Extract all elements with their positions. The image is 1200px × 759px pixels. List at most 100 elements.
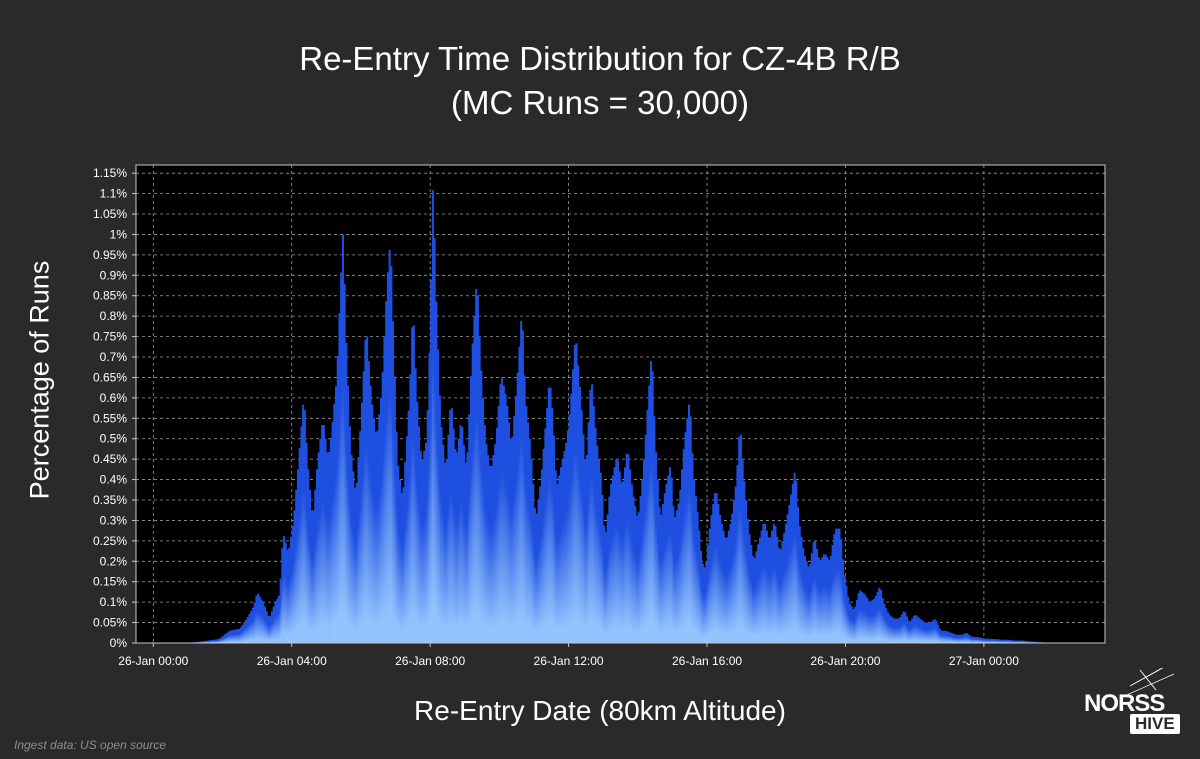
histogram-bar [944, 630, 947, 643]
histogram-bar [617, 460, 620, 643]
y-tick-label: 0.4% [100, 473, 128, 487]
histogram-bar [978, 637, 981, 643]
histogram-bar [265, 611, 268, 643]
histogram-bar [881, 598, 884, 643]
histogram-bar [359, 431, 362, 643]
histogram-bar [909, 621, 912, 643]
histogram-bar [506, 406, 509, 643]
histogram-bar [900, 614, 903, 643]
plot-frame [135, 164, 1106, 644]
histogram-bar [416, 401, 419, 643]
histogram-bar [623, 467, 626, 643]
histogram-bar [656, 479, 659, 643]
histogram-bar [625, 453, 628, 643]
histogram-bar [613, 467, 616, 643]
histogram-bar [764, 523, 767, 643]
histogram-bar [712, 504, 715, 643]
histogram-bar [210, 640, 213, 643]
y-tick-label: 0.6% [100, 391, 128, 405]
histogram-bar [540, 469, 543, 643]
histogram-bar [290, 536, 293, 643]
histogram-bar [452, 428, 455, 643]
x-ticks: 26-Jan 00:00 26-Jan 04:00 26-Jan 08:00 26-J… [118, 643, 1019, 668]
histogram-bar [405, 436, 408, 643]
histogram-bar [1023, 640, 1026, 643]
histogram-bar [925, 622, 928, 643]
histogram-bar [776, 536, 779, 643]
histogram-bar [326, 452, 329, 643]
y-tick-label: 0.35% [93, 493, 127, 507]
histogram-bar [648, 385, 651, 643]
histogram-bar [279, 578, 282, 643]
histogram-bar [1015, 640, 1018, 643]
histogram-bar [578, 386, 582, 643]
histogram-bar [402, 487, 405, 643]
histogram-bar [385, 301, 388, 643]
histogram-bar [437, 349, 440, 643]
histogram-bar [919, 619, 922, 643]
histogram-bar [220, 636, 223, 643]
histogram-bar [715, 493, 718, 643]
histogram-bar [1006, 639, 1009, 643]
histogram-bar [196, 641, 199, 643]
histogram-bar [1009, 640, 1012, 643]
y-tick-label: 0.5% [100, 432, 128, 446]
histogram-bar [738, 436, 741, 643]
histogram-bar [264, 606, 267, 643]
histogram-bar [767, 537, 770, 643]
histogram-bar [480, 370, 483, 643]
histogram-bar [409, 374, 412, 643]
histogram-bar [644, 434, 647, 643]
histogram-bar [482, 397, 485, 643]
histogram-bar [931, 620, 934, 643]
histogram-bar [938, 628, 941, 643]
histogram-bar [341, 234, 344, 644]
histogram-bar [662, 504, 665, 643]
histogram-bar [777, 547, 780, 643]
histogram-bar [490, 465, 493, 643]
x-tick-label: 26-Jan 08:00 [395, 654, 465, 668]
histogram-bar [603, 525, 606, 643]
histogram-bar [501, 377, 504, 643]
histogram-bar [312, 510, 315, 643]
histogram-bar [878, 587, 881, 643]
histogram-bar [307, 469, 310, 643]
histogram-bar [841, 559, 845, 643]
histogram-bar [456, 452, 459, 643]
histogram-bar [642, 459, 646, 643]
histogram-bar [485, 444, 488, 643]
histogram-bar [558, 475, 561, 643]
histogram-bar [961, 634, 964, 643]
histogram-bar [450, 408, 453, 643]
histogram-bar [700, 551, 703, 643]
histogram-bar [253, 602, 256, 643]
histogram-bar [521, 330, 524, 643]
histogram-bar [219, 638, 222, 643]
histogram-bar [395, 431, 398, 643]
histogram-bar [232, 629, 235, 643]
histogram-bar [267, 616, 270, 643]
histogram-bar [371, 404, 374, 643]
histogram-bar [324, 438, 327, 643]
histogram-bar [873, 598, 876, 643]
histogram-bar [419, 450, 422, 643]
histogram-bar [636, 515, 639, 643]
histogram-bar [347, 385, 350, 643]
histogram-bar [736, 465, 739, 643]
histogram-bar [992, 638, 995, 643]
histogram-bar [334, 386, 338, 643]
histogram-bar [551, 408, 554, 643]
histogram-bar [729, 523, 732, 643]
histogram-bar [277, 595, 280, 643]
histogram-bar [779, 549, 782, 643]
histogram-bar [859, 590, 862, 643]
histogram-bar [1008, 639, 1011, 643]
histogram-bar [611, 475, 614, 643]
histogram-bar [513, 416, 516, 643]
histogram-bar [360, 402, 363, 643]
histogram-bar [243, 622, 246, 643]
histogram-bar [502, 385, 505, 643]
histogram-bar [331, 421, 334, 643]
histogram-bar [667, 475, 670, 643]
histogram-bar [1001, 639, 1004, 643]
